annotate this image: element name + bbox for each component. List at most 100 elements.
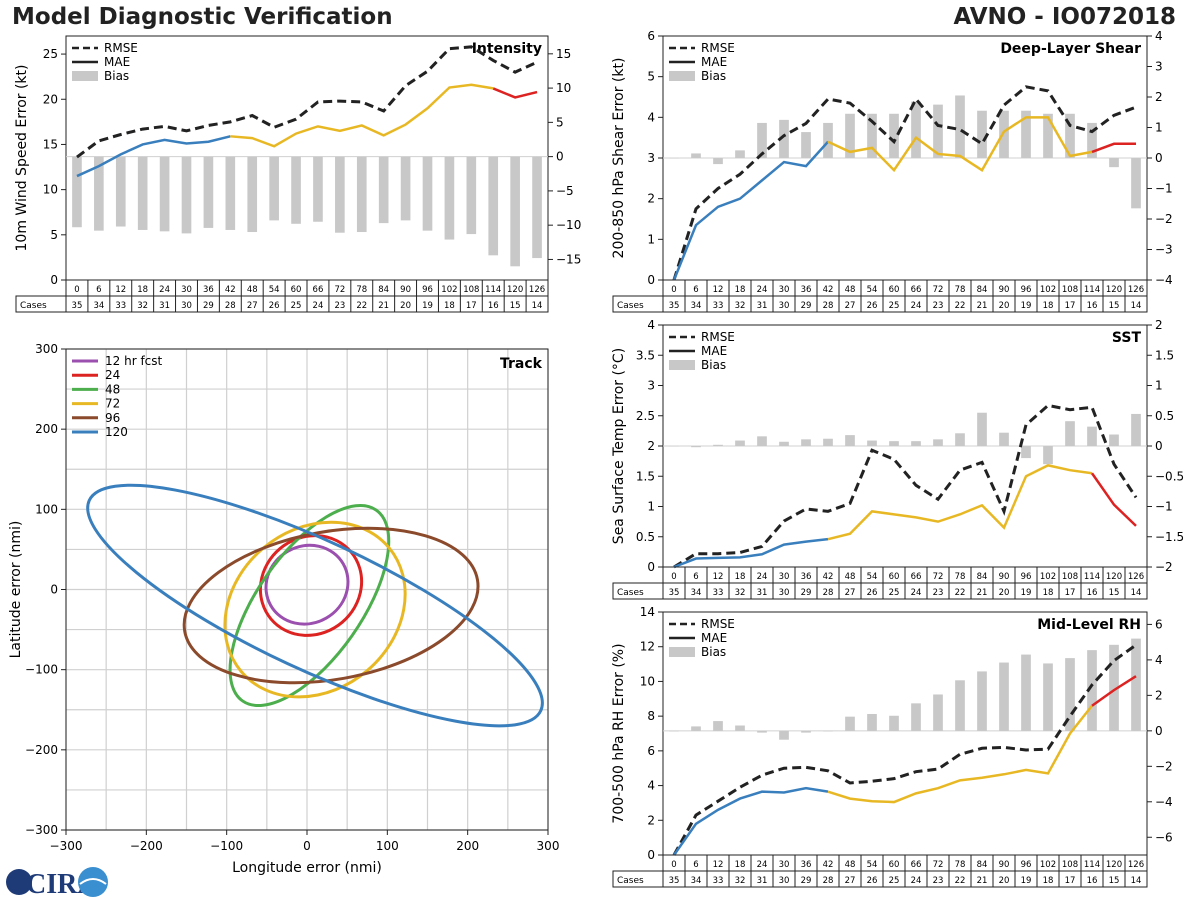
table-hour-cell: 66: [911, 860, 922, 870]
table-hour-cell: 66: [911, 572, 922, 582]
y2-tick-label: 0: [556, 150, 564, 164]
bias-bar: [845, 716, 855, 731]
table-hour-cell: 24: [757, 572, 768, 582]
mae-line-segment: [1091, 675, 1137, 707]
bias-bar: [779, 730, 789, 740]
mae-line-segment: [672, 140, 829, 281]
bias-bar: [779, 119, 789, 158]
track-ellipse: [182, 526, 480, 685]
y2-tick-label: 10: [556, 81, 571, 95]
track-x-tick-label: 200: [456, 839, 479, 853]
bias-bar: [713, 158, 723, 165]
y2-tick-label: 0: [1155, 439, 1163, 453]
track-x-tick-label: 300: [537, 839, 560, 853]
y2-tick-label: 5: [556, 115, 564, 129]
bias-bar: [801, 730, 811, 733]
legend-bias-swatch: [669, 71, 695, 81]
bias-bar: [735, 150, 745, 158]
table-hour-cell: 108: [463, 285, 479, 295]
shear-title: Deep-Layer Shear: [1000, 41, 1141, 57]
table-hour-cell: 96: [422, 285, 433, 295]
table-cases-cell: 17: [466, 301, 477, 311]
y2-tick-label: −6: [1155, 830, 1173, 844]
table-cases-cell: 27: [845, 588, 856, 598]
table-hour-cell: 78: [356, 285, 367, 295]
y2-tick-label: 4: [1155, 29, 1163, 43]
table-hour-cell: 12: [713, 572, 724, 582]
table-cases-cell: 31: [757, 876, 768, 886]
bias-bar: [1109, 158, 1119, 168]
track-x-tick-label: 100: [376, 839, 399, 853]
y2-tick-label: −2: [1155, 212, 1173, 226]
bias-bar: [203, 156, 214, 228]
bias-bar: [669, 158, 679, 159]
y-tick-label: 3.5: [636, 348, 655, 362]
noaa-seal-icon: [78, 867, 108, 897]
track-legend-label: 120: [105, 425, 128, 439]
table-cases-cell: 20: [400, 301, 411, 311]
bias-bar: [999, 432, 1009, 446]
bias-bar: [867, 440, 877, 446]
track-ylabel: Latitude error (nmi): [8, 521, 24, 659]
bias-bar: [735, 725, 745, 731]
table-hour-cell: 114: [1084, 860, 1100, 870]
table-cases-cell: 16: [1087, 588, 1098, 598]
table-cases-cell: 24: [911, 876, 922, 886]
y-tick-label: 25: [43, 47, 58, 61]
sst-chart: 0 0.5 1 1.5 2 2.5 3 3.5 4 −2 −1.5 −1 −0.5 0 0.5 1 1.5 2 Se…: [611, 318, 1184, 600]
intensity-title: Intensity: [472, 41, 542, 57]
rmse-line: [673, 403, 1138, 569]
y-tick-label: 6: [647, 29, 655, 43]
track-ellipse: [228, 504, 391, 708]
table-cases-cell: 24: [313, 301, 324, 311]
y-tick-label: 10: [43, 183, 58, 197]
table-cases-cell: 22: [955, 301, 966, 311]
bias-bar: [313, 156, 323, 222]
y2-tick-label: 4: [1155, 653, 1163, 667]
table-cases-cell: 14: [1131, 301, 1142, 311]
y2-tick-label: −3: [1155, 243, 1173, 257]
table-cases-cell: 33: [115, 301, 126, 311]
table-cases-cell: 29: [801, 588, 812, 598]
table-hour-cell: 72: [334, 285, 345, 295]
table-hour-cell: 120: [1106, 860, 1122, 870]
table-hour-cell: 78: [955, 572, 966, 582]
track-x-tick-label: −100: [210, 839, 243, 853]
bias-bar: [845, 435, 855, 446]
mae-line-segment: [230, 83, 494, 148]
table-cases-cell: 25: [889, 301, 900, 311]
table-cases-cell: 21: [977, 588, 988, 598]
table-cases-cell: 14: [1131, 588, 1142, 598]
y-tick-label: 2: [647, 813, 655, 827]
table-hour-cell: 84: [977, 860, 988, 870]
table-cases-cell: 19: [422, 301, 433, 311]
table-cases-cell: 22: [955, 588, 966, 598]
table-hour-cell: 126: [1128, 860, 1144, 870]
bias-bar: [247, 156, 258, 233]
y2-tick-label: 1.5: [1155, 348, 1174, 362]
table-cases-cell: 22: [356, 301, 367, 311]
y-tick-label: 5: [647, 70, 655, 84]
table-cases-label: Cases: [617, 876, 644, 886]
table-cases-cell: 15: [1109, 588, 1120, 598]
bias-bar: [137, 156, 148, 230]
track-legend-label: 48: [105, 382, 120, 396]
table-cases-cell: 27: [247, 301, 258, 311]
legend-mae-label: MAE: [104, 55, 130, 69]
intensity-cases-table: Cases 0 35 6 34 12 33 18 32 24 31 30 30 36 29 42 28 48 27 5…: [15, 279, 549, 313]
table-cases-cell: 28: [823, 876, 834, 886]
mae-line-segment: [827, 704, 1093, 804]
table-hour-cell: 108: [1062, 572, 1078, 582]
table-cases-cell: 30: [779, 588, 790, 598]
table-hour-cell: 6: [693, 285, 698, 295]
y-tick-label: 0: [647, 560, 655, 574]
track-legend-label: 24: [105, 368, 120, 382]
y-tick-label: 8: [647, 709, 655, 723]
y-tick-label: 1.5: [636, 469, 655, 483]
bias-bar: [72, 156, 82, 228]
table-hour-cell: 90: [999, 572, 1010, 582]
mae-line-segment: [827, 116, 1093, 173]
y-tick-label: 15: [43, 137, 58, 151]
track-title: Track: [500, 356, 543, 372]
table-cases-cell: 29: [801, 876, 812, 886]
